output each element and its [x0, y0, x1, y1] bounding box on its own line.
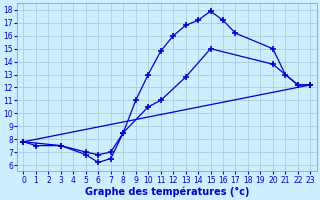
X-axis label: Graphe des températures (°c): Graphe des températures (°c) [85, 186, 249, 197]
